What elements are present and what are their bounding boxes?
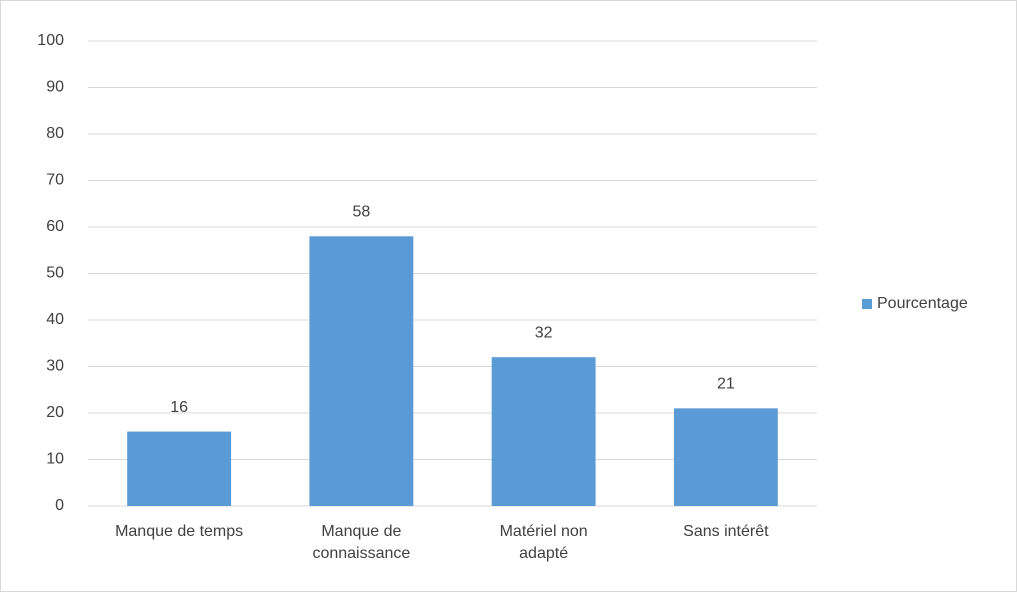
y-tick-label: 20	[46, 404, 64, 421]
data-label: 32	[535, 324, 553, 341]
y-tick-label: 90	[46, 79, 64, 96]
y-tick-label: 100	[37, 32, 64, 49]
x-tick-label: Manque de connaissance	[312, 523, 411, 562]
y-tick-label: 0	[55, 497, 64, 514]
bar	[309, 236, 414, 507]
legend-swatch	[862, 299, 872, 309]
y-tick-label: 10	[46, 451, 64, 468]
x-tick-label: Manque de temps	[115, 523, 244, 540]
y-tick-label: 80	[46, 125, 64, 142]
bar	[491, 357, 596, 506]
y-tick-label: 70	[46, 172, 64, 189]
legend-label: Pourcentage	[877, 295, 968, 312]
data-label: 21	[717, 376, 735, 393]
data-label: 58	[352, 204, 370, 221]
y-tick-label: 40	[46, 311, 64, 328]
x-tick-label: Sans intérêt	[683, 523, 769, 540]
data-label: 16	[170, 399, 188, 416]
x-tick-label: Matériel non adapté	[499, 523, 588, 562]
y-tick-label: 50	[46, 265, 64, 282]
bar	[127, 431, 232, 506]
bar	[673, 408, 778, 506]
y-tick-label: 30	[46, 358, 64, 375]
y-tick-label: 60	[46, 218, 64, 235]
